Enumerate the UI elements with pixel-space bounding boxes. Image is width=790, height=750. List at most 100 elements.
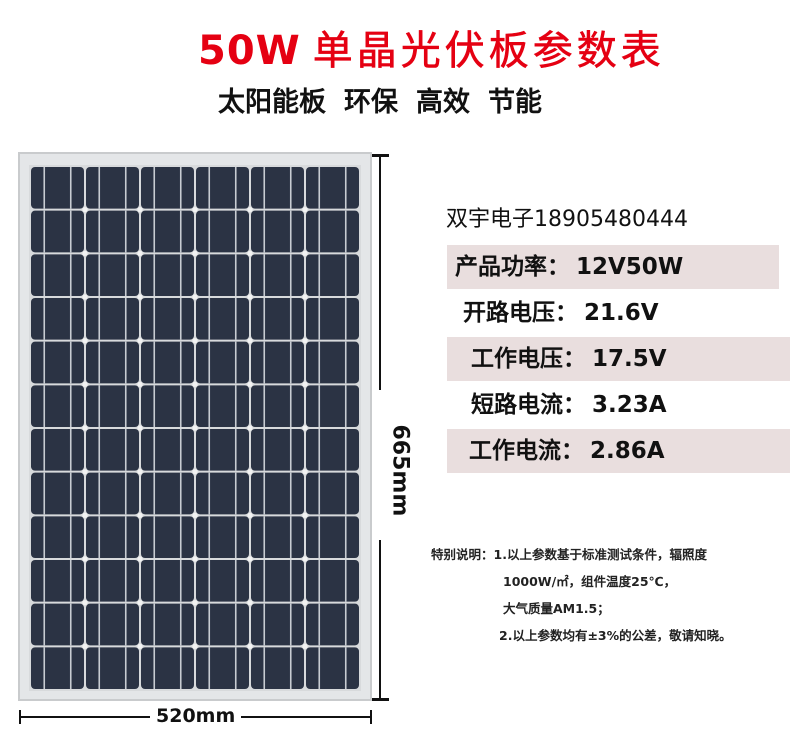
cell-corner-dot [247,250,253,256]
cell-corner-dot [302,338,308,344]
cell-corner-dot [82,381,88,387]
solar-cell [306,385,359,427]
cell-corner-dot [247,643,253,649]
spec-label: 工作电压： [471,346,586,372]
solar-cell [196,647,249,689]
solar-cell [86,167,139,209]
cell-corner-dot [192,425,198,431]
solar-cell [31,341,84,384]
cell-corner-dot [302,556,308,562]
cell-corner-dot [82,556,88,562]
solar-cell [306,210,359,253]
solar-cell [31,516,84,558]
subtitle-item: 高效 [416,87,470,118]
solar-panel-image [18,152,372,701]
cell-corner-dot [137,600,143,606]
solar-cell [251,210,304,253]
solar-cell [306,341,359,384]
solar-cell [251,167,304,209]
cell-corner-dot [247,512,253,518]
cell-corner-dot [192,469,198,475]
spec-row: 短路电流： 3.23A [447,383,790,427]
solar-cell [31,560,84,602]
solar-cell [86,647,139,689]
solar-cell [31,385,84,427]
spec-value: 2.86A [590,438,665,464]
height-dimension-line [379,540,381,700]
solar-cell [141,603,194,646]
solar-cell [31,210,84,253]
cell-corner-dot [82,512,88,518]
subtitle-item: 太阳能板 [218,87,326,118]
notes-heading: 特别说明： [431,547,494,562]
solar-cell [306,167,359,209]
solar-cell [306,429,359,471]
solar-cell [306,560,359,602]
cell-corner-dot [302,294,308,300]
height-dimension-label: 665mm [387,424,413,517]
solar-cell [306,516,359,558]
height-dimension-line [379,155,381,390]
cell-corner-dot [82,294,88,300]
solar-cell [141,516,194,558]
cell-corner-dot [137,512,143,518]
solar-cell [31,298,84,340]
subtitle: 太阳能板 环保 高效 节能 [218,80,560,119]
cell-corner-dot [137,250,143,256]
cell-corner-dot [302,250,308,256]
spec-row: 产品功率： 12V50W [447,245,779,289]
solar-cell [141,472,194,515]
spec-value: 17.5V [592,346,667,372]
solar-cell [141,341,194,384]
solar-cell [86,516,139,558]
cell-corner-dot [247,294,253,300]
cell-corner-dot [137,207,143,213]
cell-corner-dot [247,469,253,475]
solar-cell [31,647,84,689]
solar-cell [306,603,359,646]
cell-corner-dot [192,294,198,300]
solar-cell [251,516,304,558]
solar-cell [141,385,194,427]
solar-cell [86,341,139,384]
solar-cell [251,385,304,427]
cell-corner-dot [137,643,143,649]
cell-corner-dot [82,600,88,606]
solar-cell [196,341,249,384]
spec-row: 工作电压： 17.5V [447,337,790,381]
subtitle-item: 节能 [488,87,542,118]
solar-cell [196,254,249,296]
solar-cell [141,429,194,471]
title-text: 单晶光伏板参数表 [312,28,665,75]
cell-corner-dot [247,207,253,213]
cell-corner-dot [82,250,88,256]
cell-corner-dot [192,250,198,256]
solar-cell [251,429,304,471]
solar-cell [251,254,304,296]
spec-label: 开路电压： [463,300,578,326]
solar-cell [251,298,304,340]
cell-corner-dot [247,381,253,387]
cell-corner-dot [82,425,88,431]
solar-cell [251,603,304,646]
solar-cell [306,254,359,296]
cell-corner-dot [192,381,198,387]
cell-corner-dot [137,425,143,431]
solar-cell [141,647,194,689]
solar-cell [141,167,194,209]
solar-cell [86,560,139,602]
cell-corner-dot [247,338,253,344]
spec-row: 工作电流： 2.86A [447,429,790,473]
solar-cell [86,298,139,340]
solar-cell [31,472,84,515]
cell-corner-dot [302,425,308,431]
cell-corner-dot [82,338,88,344]
solar-cell [31,429,84,471]
notes-line: 2.以上参数均有±3%的公差，敬请知晓。 [499,628,732,643]
cell-corner-dot [137,338,143,344]
title: 50W 单晶光伏板参数表 [198,18,665,76]
spec-label: 工作电流： [469,438,584,464]
company-contact: 双宇电子18905480444 [446,207,688,232]
solar-cell [196,560,249,602]
